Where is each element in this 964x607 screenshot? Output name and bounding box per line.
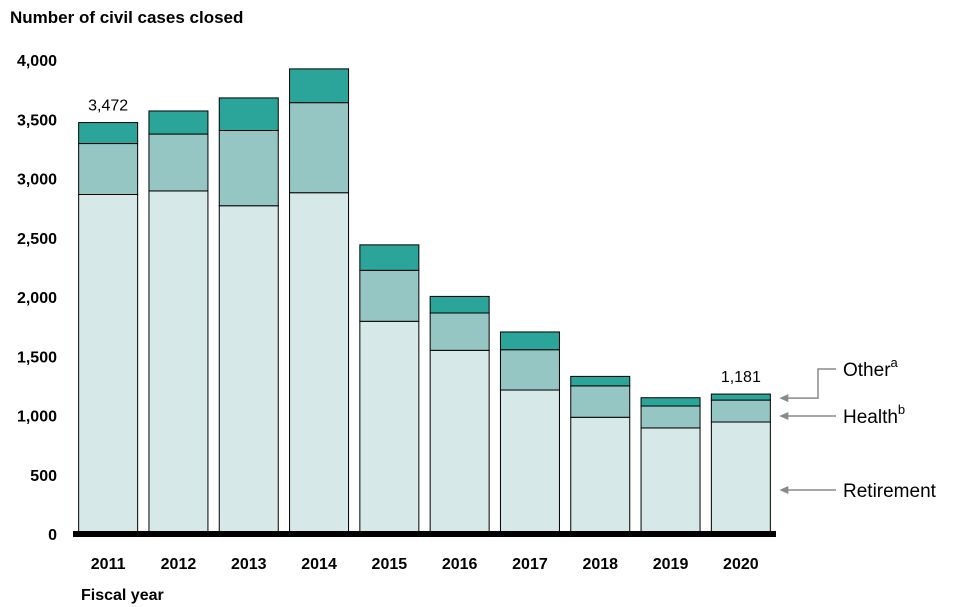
bar-segment-retirement-2016	[429, 349, 490, 535]
bar-segment-retirement-2011	[78, 193, 139, 535]
bar-segment-other-2015	[359, 244, 420, 271]
x-tick-label: 2011	[91, 556, 126, 573]
bar-segment-health-2018	[570, 385, 631, 418]
data-label-total: 1,181	[721, 369, 761, 386]
bar-segment-other-2017	[499, 331, 560, 351]
x-tick-label: 2013	[231, 556, 267, 573]
y-tick-label: 2,500	[17, 231, 57, 248]
bar-segment-retirement-2013	[218, 205, 279, 535]
bar-segment-other-2018	[570, 375, 631, 387]
legend-arrow-other	[785, 368, 836, 399]
y-tick-label: 0	[48, 527, 57, 544]
bar-segment-other-2012	[148, 110, 209, 135]
x-tick-label: 2014	[301, 556, 337, 573]
bar-segment-other-2020	[710, 393, 771, 401]
bar-segment-health-2012	[148, 133, 209, 192]
x-axis-ticks: 2011 2012 2013 2014 2015 2016 2017 2018 2019 2020	[91, 556, 759, 573]
y-axis-ticks: 0 500 1,000 1,500 2,000 2,500 3,000 3,500 4,000	[17, 53, 57, 544]
x-axis-title: Fiscal year	[81, 587, 164, 604]
bar-segment-health-2019	[640, 405, 701, 429]
bar-segment-retirement-2014	[289, 192, 350, 535]
y-tick-label: 2,000	[17, 290, 57, 307]
bar-segment-retirement-2017	[499, 389, 560, 535]
x-tick-label: 2015	[372, 556, 408, 573]
y-tick-label: 500	[30, 468, 57, 485]
y-axis-title: Number of civil cases closed	[10, 8, 243, 27]
bar-segment-retirement-2015	[359, 320, 420, 535]
bar-segment-other-2019	[640, 397, 701, 407]
bar-segment-other-2014	[289, 68, 350, 104]
x-tick-label: 2012	[161, 556, 197, 573]
x-tick-label: 2020	[723, 556, 759, 573]
y-tick-label: 1,500	[17, 349, 57, 366]
bar-segment-retirement-2019	[640, 427, 701, 535]
bar-segment-health-2013	[218, 130, 279, 207]
legend-arrowhead-health	[779, 412, 789, 421]
y-tick-label: 3,500	[17, 112, 57, 129]
legend-label-retirement: Retirement	[843, 481, 937, 502]
bar-segment-other-2016	[429, 295, 490, 314]
bar-segment-other-2013	[218, 97, 279, 132]
legend-arrowhead-other	[779, 394, 789, 403]
bar-segment-other-2011	[78, 122, 139, 145]
legend: Retirement Healthb Othera	[779, 355, 937, 502]
legend-arrowhead-retirement	[779, 486, 789, 495]
legend-label-other: Othera	[843, 355, 899, 381]
y-tick-label: 1,000	[17, 409, 57, 426]
data-labels: 3,472 1,181	[88, 98, 761, 386]
y-tick-label: 3,000	[17, 172, 57, 189]
data-label-total: 3,472	[88, 98, 128, 115]
bar-segment-health-2011	[78, 143, 139, 195]
bars	[78, 68, 771, 535]
bar-segment-retirement-2020	[710, 421, 771, 535]
bar-segment-health-2015	[359, 269, 420, 322]
x-axis-baseline	[73, 531, 776, 537]
bar-segment-health-2016	[429, 312, 490, 351]
bar-segment-retirement-2012	[148, 190, 209, 535]
x-tick-label: 2018	[582, 556, 618, 573]
x-tick-label: 2016	[442, 556, 478, 573]
x-tick-label: 2017	[512, 556, 548, 573]
bar-segment-health-2017	[499, 349, 560, 391]
y-tick-label: 4,000	[17, 53, 57, 70]
bar-segment-health-2020	[710, 399, 771, 423]
legend-label-health: Healthb	[843, 402, 905, 428]
bar-segment-retirement-2018	[570, 416, 631, 535]
x-tick-label: 2019	[653, 556, 689, 573]
bar-segment-health-2014	[289, 102, 350, 194]
